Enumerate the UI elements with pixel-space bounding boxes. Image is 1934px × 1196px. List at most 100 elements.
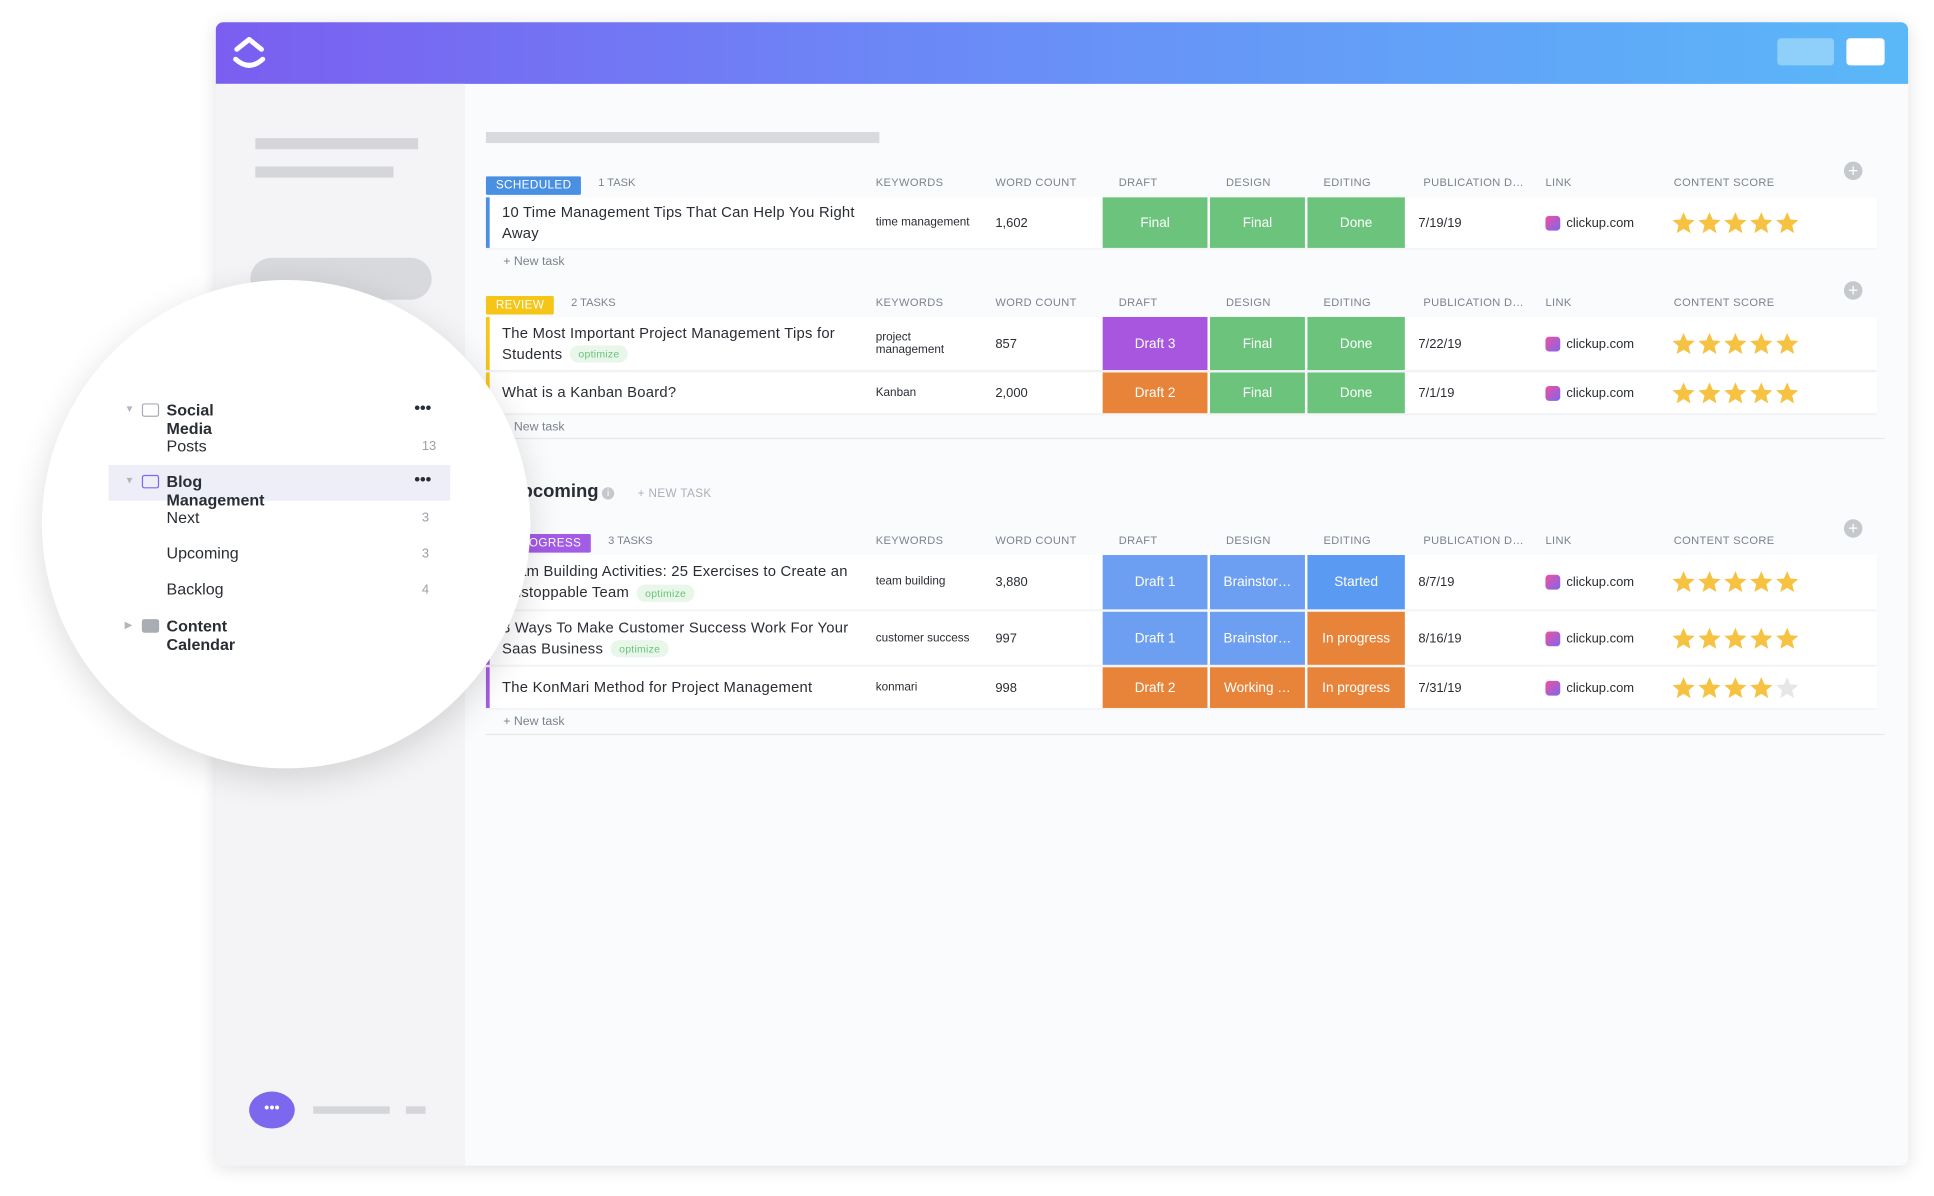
- task-title[interactable]: What is a Kanban Board?: [501, 383, 677, 401]
- editing-status[interactable]: In progress: [1307, 611, 1405, 665]
- column-header: DESIGN: [1225, 176, 1271, 189]
- draft-status[interactable]: Draft 1: [1102, 611, 1208, 665]
- list-name[interactable]: Next: [166, 508, 200, 527]
- add-column[interactable]: +: [1843, 161, 1863, 181]
- folder-icon: [141, 619, 160, 633]
- keywords: team building: [876, 555, 975, 609]
- list-count: 13: [421, 439, 437, 454]
- editing-status[interactable]: Done: [1307, 372, 1405, 414]
- task-title[interactable]: The KonMari Method for Project Managemen…: [501, 678, 813, 696]
- column-header: CONTENT SCORE: [1673, 296, 1775, 309]
- task-title[interactable]: 10 Time Management Tips That Can Help Yo…: [501, 202, 855, 242]
- keywords-text: konmari: [875, 680, 918, 695]
- star: [1672, 211, 1695, 233]
- column-header: KEYWORDS: [875, 176, 944, 189]
- link-icon: [1545, 336, 1561, 351]
- link[interactable]: clickup.com: [1566, 680, 1635, 696]
- divider: [485, 437, 1885, 440]
- star: [1750, 676, 1773, 698]
- publication-date: 7/1/19: [1418, 385, 1455, 401]
- draft-status[interactable]: Draft 2: [1102, 667, 1208, 708]
- editing-status[interactable]: Started: [1307, 555, 1405, 610]
- star: [1724, 332, 1747, 354]
- keywords: time management: [876, 197, 975, 248]
- word-count: 3,880: [995, 574, 1028, 590]
- star: [1724, 211, 1747, 233]
- task-title[interactable]: The Most Important Project Management Ti…: [501, 323, 835, 363]
- draft-status[interactable]: Draft 2: [1102, 372, 1208, 414]
- column-header: DESIGN: [1225, 296, 1271, 309]
- task-name[interactable]: What is a Kanban Board?: [502, 382, 676, 403]
- link[interactable]: clickup.com: [1566, 574, 1635, 590]
- content-score: [1672, 676, 1799, 698]
- editing-status[interactable]: In progress: [1307, 667, 1405, 708]
- draft-status[interactable]: Final: [1102, 197, 1208, 248]
- folder-icon: [141, 403, 160, 417]
- list-count: 3: [421, 546, 430, 562]
- design-status[interactable]: Brainstor…: [1209, 555, 1305, 610]
- add-column[interactable]: +: [1843, 519, 1863, 538]
- star: [1776, 381, 1799, 403]
- star: [1776, 211, 1799, 233]
- star: [1698, 381, 1721, 403]
- task-name[interactable]: The KonMari Method for Project Managemen…: [502, 677, 812, 698]
- content-score: [1672, 381, 1799, 403]
- design-status[interactable]: Working …: [1209, 667, 1305, 708]
- star: [1672, 627, 1695, 649]
- chat-button[interactable]: •••: [249, 1091, 295, 1129]
- word-count: 1,602: [995, 215, 1028, 231]
- more-menu[interactable]: •••: [414, 398, 432, 417]
- task-name[interactable]: 3 Ways To Make Customer Success Work For…: [502, 617, 862, 659]
- column-header: PUBLICATION D…: [1423, 296, 1524, 309]
- status-tag: REVIEW: [485, 296, 555, 315]
- link[interactable]: clickup.com: [1566, 215, 1635, 231]
- column-header: DRAFT: [1118, 296, 1158, 309]
- design-status[interactable]: Final: [1209, 316, 1305, 371]
- new-task-button[interactable]: + New task: [503, 715, 565, 729]
- task-title[interactable]: Team Building Activities: 25 Exercises t…: [501, 562, 848, 601]
- column-header: PUBLICATION D…: [1423, 176, 1524, 189]
- caret: ▼: [124, 403, 135, 415]
- task-title[interactable]: 3 Ways To Make Customer Success Work For…: [501, 618, 849, 657]
- list-name[interactable]: Backlog: [166, 579, 224, 599]
- editing-status[interactable]: Done: [1307, 197, 1405, 248]
- link[interactable]: clickup.com: [1566, 630, 1635, 646]
- list-name[interactable]: Posts: [166, 436, 207, 456]
- link[interactable]: clickup.com: [1566, 336, 1635, 351]
- star: [1750, 571, 1773, 593]
- folder-name[interactable]: Blog Management: [166, 472, 265, 510]
- keywords-text: Kanban: [875, 385, 917, 400]
- column-header: KEYWORDS: [875, 534, 944, 547]
- link[interactable]: clickup.com: [1566, 385, 1635, 401]
- editing-status[interactable]: Done: [1307, 316, 1405, 371]
- keywords-text: team building: [875, 575, 946, 589]
- header-button[interactable]: [1846, 38, 1885, 66]
- star: [1672, 676, 1695, 698]
- column-header: WORD COUNT: [995, 296, 1077, 309]
- star: [1698, 571, 1721, 593]
- design-status[interactable]: Final: [1209, 197, 1305, 248]
- draft-status[interactable]: Draft 1: [1102, 555, 1208, 610]
- header-button[interactable]: [1777, 38, 1835, 66]
- draft-status[interactable]: Draft 3: [1102, 316, 1208, 371]
- star: [1672, 381, 1695, 403]
- new-task-button[interactable]: + NEW TASK: [637, 487, 712, 501]
- word-count: 998: [995, 680, 1017, 696]
- more-menu[interactable]: •••: [414, 469, 432, 489]
- keywords: konmari: [876, 667, 975, 708]
- design-status[interactable]: Final: [1209, 372, 1305, 414]
- task-name[interactable]: 10 Time Management Tips That Can Help Yo…: [502, 202, 862, 244]
- folder-name[interactable]: Content Calendar: [166, 616, 236, 654]
- design-status[interactable]: Brainstor…: [1209, 611, 1305, 665]
- task-name[interactable]: The Most Important Project Management Ti…: [502, 323, 862, 365]
- task-name[interactable]: Team Building Activities: 25 Exercises t…: [502, 561, 862, 603]
- new-task-button[interactable]: + New task: [503, 420, 565, 435]
- folder-name[interactable]: Social Media: [166, 400, 214, 438]
- list-name[interactable]: Upcoming: [166, 543, 239, 563]
- task-count: 3 TASKS: [608, 534, 653, 547]
- column-header: LINK: [1545, 534, 1572, 547]
- add-column[interactable]: +: [1843, 281, 1863, 300]
- word-count: 997: [995, 630, 1017, 646]
- new-task-button[interactable]: + New task: [503, 255, 565, 269]
- publication-date: 8/7/19: [1418, 574, 1455, 590]
